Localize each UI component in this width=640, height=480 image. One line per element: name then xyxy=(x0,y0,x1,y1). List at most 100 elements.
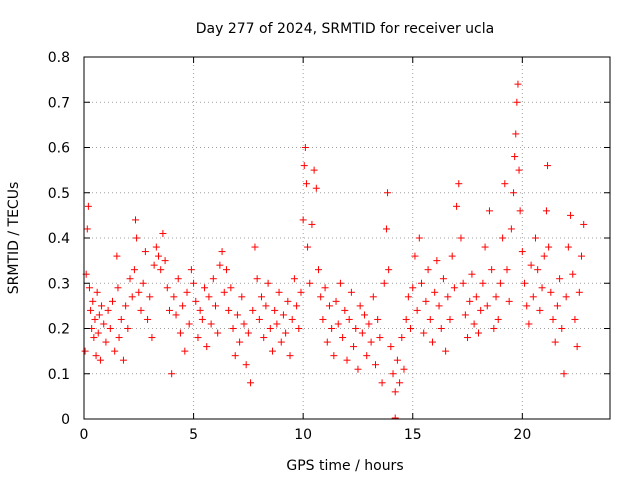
data-point xyxy=(119,356,127,364)
data-point xyxy=(284,297,292,305)
data-point xyxy=(130,266,138,274)
data-point xyxy=(415,234,423,242)
data-point xyxy=(227,284,235,292)
x-tick-label: 15 xyxy=(404,427,422,443)
data-point xyxy=(290,275,298,283)
data-point xyxy=(396,379,404,387)
data-point xyxy=(207,320,215,328)
data-point xyxy=(181,347,189,355)
data-point xyxy=(485,207,493,215)
data-point xyxy=(341,306,349,314)
data-point xyxy=(192,297,200,305)
data-point xyxy=(133,234,141,242)
data-point xyxy=(218,248,226,256)
data-points xyxy=(81,80,588,419)
data-point xyxy=(238,293,246,301)
data-point xyxy=(247,379,255,387)
data-point xyxy=(271,306,279,314)
data-point xyxy=(431,288,439,296)
data-point xyxy=(481,243,489,251)
data-point xyxy=(523,302,531,310)
data-point xyxy=(345,315,353,323)
data-point xyxy=(571,315,579,323)
data-point xyxy=(231,352,239,360)
data-point xyxy=(477,306,485,314)
data-point xyxy=(139,279,147,287)
data-point xyxy=(446,315,454,323)
data-point xyxy=(317,293,325,301)
x-tick-label: 10 xyxy=(294,427,312,443)
data-point xyxy=(558,325,566,332)
x-tick-label: 20 xyxy=(513,427,531,443)
data-point xyxy=(466,297,474,305)
data-point xyxy=(518,248,526,256)
data-point xyxy=(304,243,312,251)
data-point xyxy=(384,189,392,197)
data-point xyxy=(91,315,99,323)
data-point xyxy=(442,347,450,355)
data-point xyxy=(106,325,114,332)
data-point xyxy=(510,189,518,197)
data-point xyxy=(439,275,447,283)
data-point xyxy=(428,338,436,346)
data-point xyxy=(84,202,92,210)
data-point xyxy=(111,347,119,355)
data-point xyxy=(499,234,507,242)
data-point xyxy=(400,365,408,373)
data-point xyxy=(527,261,535,269)
data-point xyxy=(148,334,156,342)
data-point xyxy=(323,338,331,346)
data-point xyxy=(315,266,323,274)
data-point xyxy=(262,302,270,310)
data-point xyxy=(453,202,461,210)
y-axis-label: SRMTID / TECUs xyxy=(6,182,22,295)
data-point xyxy=(398,334,406,342)
y-tick-label: 0.8 xyxy=(48,50,70,66)
data-point xyxy=(534,266,542,274)
data-point xyxy=(319,315,327,323)
data-point xyxy=(457,234,465,242)
data-point xyxy=(580,220,588,228)
x-tick-label: 5 xyxy=(189,427,198,443)
data-point xyxy=(553,302,561,310)
data-point xyxy=(301,144,309,151)
y-tick-label: 0.2 xyxy=(48,322,70,338)
data-point xyxy=(387,343,395,351)
data-point xyxy=(575,288,583,296)
data-point xyxy=(542,207,550,215)
data-point xyxy=(450,284,458,292)
data-point xyxy=(258,293,266,301)
data-point xyxy=(170,293,178,301)
data-point xyxy=(328,325,336,332)
data-point xyxy=(512,130,520,138)
data-point xyxy=(433,257,441,265)
data-point xyxy=(402,315,410,323)
data-point xyxy=(236,338,244,346)
y-tick-label: 0.5 xyxy=(48,186,70,202)
data-point xyxy=(380,279,388,287)
data-point xyxy=(367,338,375,346)
data-point xyxy=(108,297,116,305)
y-tick-label: 0 xyxy=(61,412,70,428)
data-point xyxy=(255,315,263,323)
data-point xyxy=(448,252,456,260)
data-point xyxy=(501,180,509,188)
data-point xyxy=(374,315,382,323)
data-point xyxy=(144,315,152,323)
data-point xyxy=(299,216,307,224)
data-point xyxy=(578,252,586,260)
data-point xyxy=(279,311,287,319)
data-point xyxy=(179,302,187,310)
data-point xyxy=(560,370,568,378)
data-point xyxy=(544,162,552,170)
data-point xyxy=(562,293,570,301)
data-point xyxy=(564,243,572,251)
data-point xyxy=(516,207,524,215)
data-point xyxy=(459,279,467,287)
chart-title: Day 277 of 2024, SRMTID for receiver ucl… xyxy=(196,21,494,37)
data-point xyxy=(470,320,478,328)
data-point xyxy=(264,279,272,287)
data-point xyxy=(165,306,173,314)
data-point xyxy=(300,162,308,170)
